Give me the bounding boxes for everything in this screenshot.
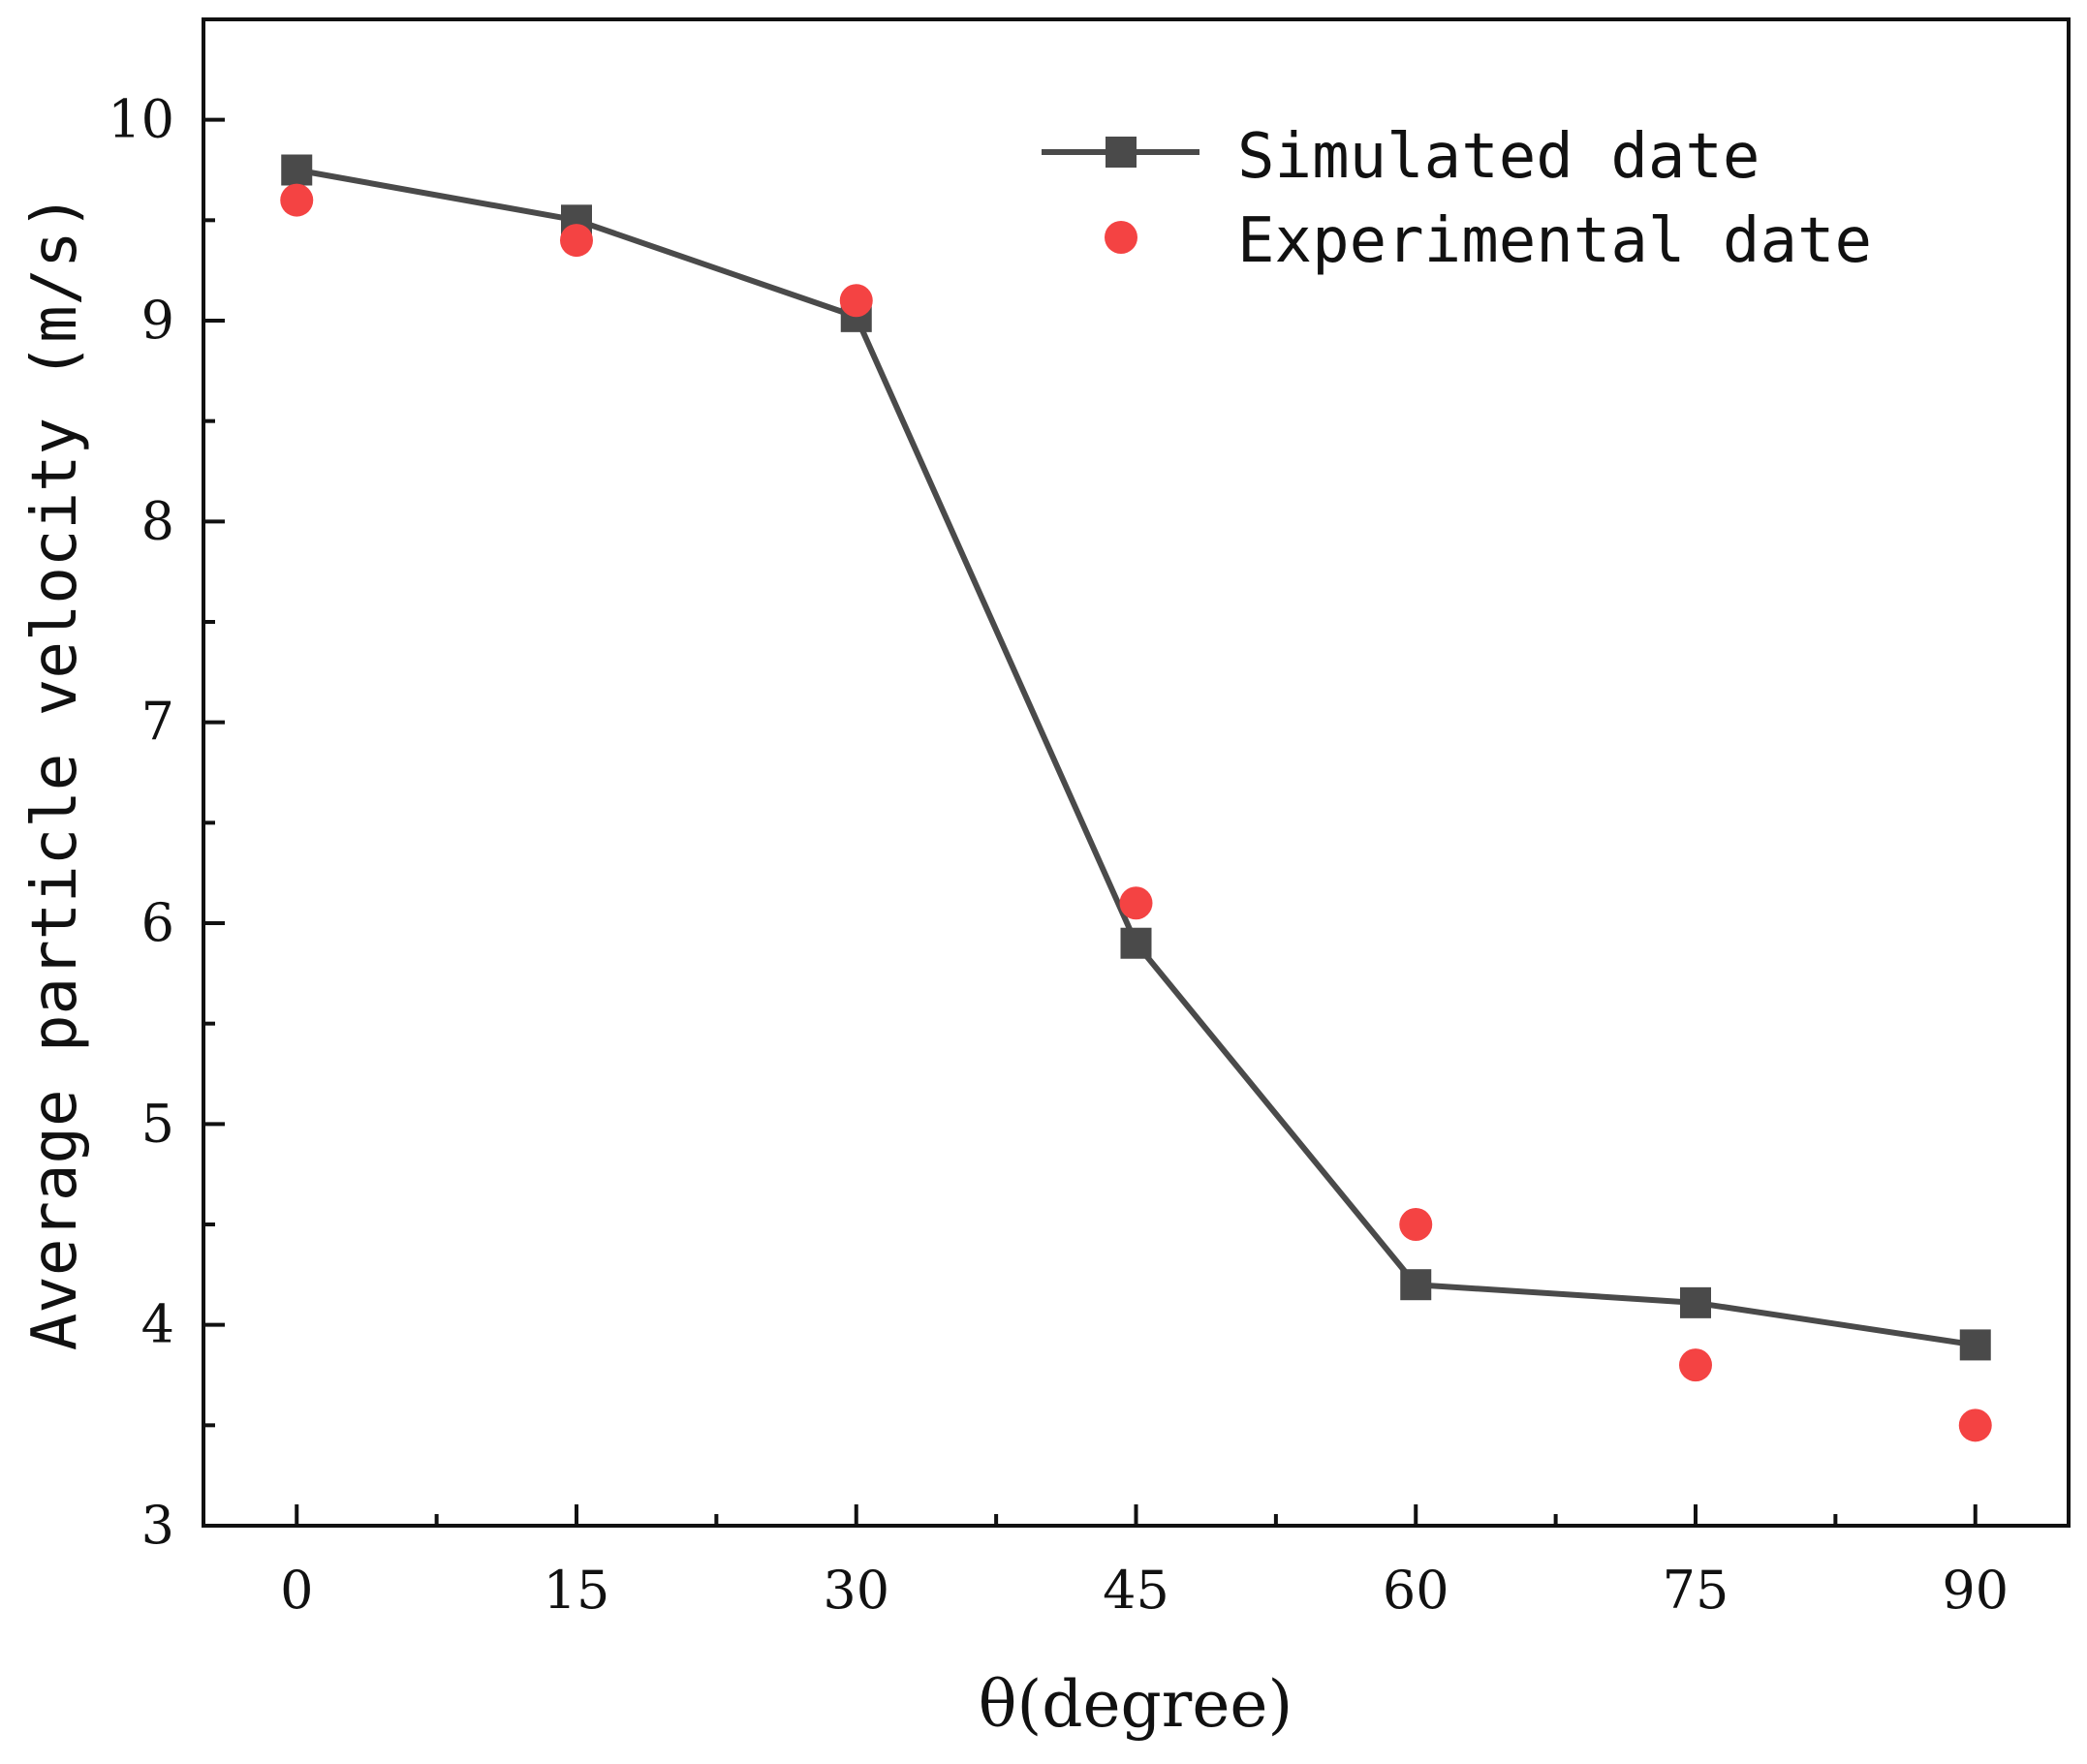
- simulated-point: [1400, 1269, 1432, 1301]
- y-tick-label: 5: [141, 1093, 174, 1154]
- experimental-point: [280, 183, 314, 217]
- simulated-point: [1959, 1329, 1991, 1361]
- legend-simulated-marker: [1106, 137, 1137, 168]
- legend-simulated-label: Simulated date: [1237, 121, 1760, 193]
- y-tick-label: 9: [141, 290, 174, 351]
- simulated-point: [1680, 1286, 1711, 1318]
- y-tick-label: 8: [141, 490, 174, 551]
- x-tick-label: 0: [280, 1560, 313, 1621]
- y-tick-label: 3: [141, 1495, 174, 1556]
- y-axis-title: Average particle velocity (m/s): [19, 194, 91, 1350]
- simulated-point: [281, 154, 313, 186]
- experimental-point: [1958, 1408, 1992, 1442]
- series-layer: [280, 154, 1992, 1442]
- legend-experimental-marker: [1105, 221, 1137, 254]
- x-tick-label: 45: [1103, 1560, 1169, 1621]
- experimental-point: [839, 284, 873, 318]
- simulated-point: [1120, 927, 1152, 959]
- x-tick-label: 60: [1383, 1560, 1449, 1621]
- y-tick-label: 4: [141, 1294, 174, 1355]
- x-axis-title: θ(degree): [979, 1667, 1293, 1742]
- x-tick-label: 75: [1663, 1560, 1729, 1621]
- experimental-point: [1399, 1208, 1433, 1241]
- x-tick-label: 15: [544, 1560, 610, 1621]
- y-tick-label: 10: [108, 89, 174, 150]
- x-axis-ticks: 0 15 30 45 60 75 90: [280, 1504, 2009, 1621]
- legend-experimental-label: Experimental date: [1237, 205, 1872, 277]
- experimental-point: [1119, 886, 1153, 920]
- y-tick-label: 7: [141, 692, 174, 753]
- experimental-point: [560, 224, 593, 258]
- legend: Simulated date Experimental date: [1042, 121, 1872, 277]
- experimental-point: [1679, 1348, 1712, 1382]
- y-axis-ticks: 3 4 5 6 7 8 9 10: [108, 89, 225, 1556]
- x-tick-label: 30: [823, 1560, 889, 1621]
- y-tick-label: 6: [141, 892, 174, 953]
- x-tick-label: 90: [1942, 1560, 2009, 1621]
